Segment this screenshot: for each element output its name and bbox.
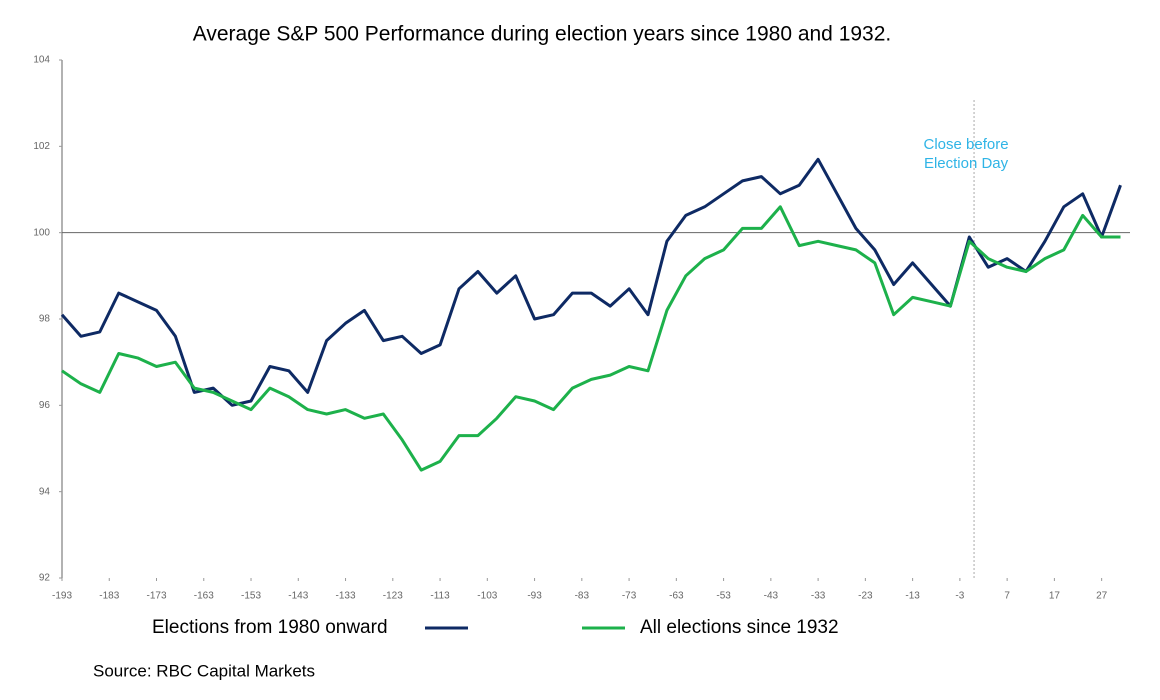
x-tick-label: -183 bbox=[99, 591, 119, 602]
x-tick-label: 17 bbox=[1049, 591, 1061, 602]
x-tick-label: -73 bbox=[622, 591, 637, 602]
x-tick-label: -3 bbox=[955, 591, 964, 602]
x-tick-label: -123 bbox=[383, 591, 403, 602]
y-tick-label: 104 bbox=[33, 55, 50, 66]
x-tick-label: -53 bbox=[716, 591, 731, 602]
y-tick-label: 100 bbox=[33, 227, 50, 238]
legend-label: Elections from 1980 onward bbox=[152, 617, 388, 638]
x-tick-label: 27 bbox=[1096, 591, 1108, 602]
x-tick-label: -163 bbox=[194, 591, 214, 602]
x-tick-label: -133 bbox=[336, 591, 356, 602]
x-tick-label: -113 bbox=[430, 591, 450, 602]
source: Source: RBC Capital Markets bbox=[93, 661, 315, 680]
annotation: Close before bbox=[924, 136, 1009, 153]
y-tick-label: 98 bbox=[39, 314, 51, 325]
series-line bbox=[60, 157, 1122, 407]
x-tick-label: -173 bbox=[147, 591, 167, 602]
chart-title: Average S&P 500 Performance during elect… bbox=[193, 23, 892, 46]
y-tick-label: 92 bbox=[39, 573, 51, 584]
x-tick-label: -43 bbox=[764, 591, 779, 602]
x-tick-label: -33 bbox=[811, 591, 826, 602]
x-tick-label: -153 bbox=[241, 591, 261, 602]
x-tick-label: -193 bbox=[52, 591, 72, 602]
y-tick-label: 96 bbox=[39, 400, 51, 411]
x-tick-label: -93 bbox=[527, 591, 542, 602]
x-tick-label: -13 bbox=[905, 591, 920, 602]
legend-label: All elections since 1932 bbox=[640, 617, 839, 638]
series-line bbox=[61, 205, 1121, 472]
x-tick-label: -23 bbox=[858, 591, 873, 602]
annotation: Election Day bbox=[924, 155, 1009, 172]
y-tick-label: 94 bbox=[39, 486, 51, 497]
x-tick-label: -103 bbox=[477, 591, 497, 602]
x-tick-label: -143 bbox=[288, 591, 308, 602]
x-tick-label: 7 bbox=[1004, 591, 1010, 602]
x-tick-label: -83 bbox=[575, 591, 590, 602]
y-tick-label: 102 bbox=[33, 141, 50, 152]
x-tick-label: -63 bbox=[669, 591, 684, 602]
